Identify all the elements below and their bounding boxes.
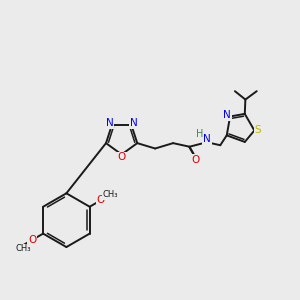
Text: N: N bbox=[223, 110, 231, 120]
Text: CH₃: CH₃ bbox=[103, 190, 118, 199]
Text: N: N bbox=[203, 134, 211, 144]
Text: N: N bbox=[130, 118, 137, 128]
Text: CH₃: CH₃ bbox=[16, 244, 31, 253]
Text: O: O bbox=[96, 196, 105, 206]
Text: N: N bbox=[106, 118, 113, 128]
Text: O: O bbox=[192, 155, 200, 165]
Text: H: H bbox=[196, 129, 203, 139]
Text: O: O bbox=[28, 235, 36, 245]
Text: O: O bbox=[118, 152, 126, 163]
Text: S: S bbox=[255, 125, 261, 136]
